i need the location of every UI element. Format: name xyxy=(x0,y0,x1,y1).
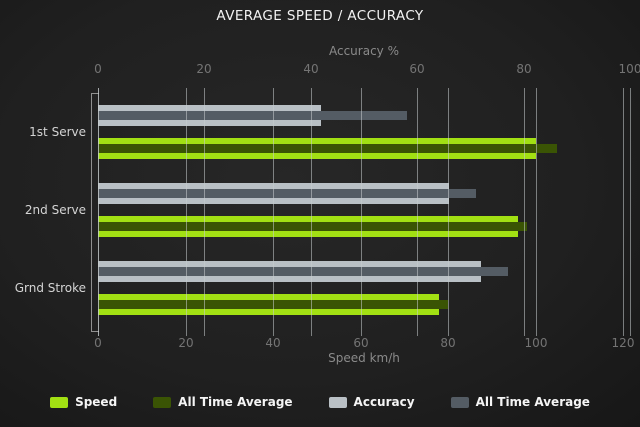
gridline xyxy=(536,88,537,336)
bottom-axis-title: Speed km/h xyxy=(328,351,400,365)
gridline xyxy=(524,88,525,336)
legend-item: Speed xyxy=(50,395,117,409)
legend-label: All Time Average xyxy=(178,395,293,409)
bottom-axis-tick-label: 20 xyxy=(178,336,194,350)
gridline xyxy=(361,88,362,336)
category-label-2nd-serve: 2nd Serve xyxy=(24,203,86,217)
y-axis-line xyxy=(91,93,92,332)
chart-legend: Speed All Time Average Accuracy All Time Av… xyxy=(0,395,640,409)
legend-label: All Time Average xyxy=(475,395,590,409)
legend-swatch-accuracy xyxy=(328,396,347,408)
category-label-grnd-stroke: Grnd Stroke xyxy=(14,281,86,295)
category-label-1st-serve: 1st Serve xyxy=(29,125,86,139)
gridline xyxy=(204,88,205,336)
top-axis-tick-label: 40 xyxy=(303,62,319,76)
axis-corner-bottom xyxy=(91,331,99,332)
legend-label: Accuracy xyxy=(353,395,415,409)
top-axis-tick-label: 20 xyxy=(196,62,212,76)
axis-corner-top xyxy=(91,93,99,94)
gridline xyxy=(417,88,418,336)
gridline xyxy=(186,88,187,336)
bottom-axis-tick-label: 0 xyxy=(94,336,102,350)
gridline xyxy=(311,88,312,336)
bar-all-time-average xyxy=(98,267,508,276)
top-axis-tick-label: 80 xyxy=(516,62,532,76)
legend-label: Speed xyxy=(75,395,118,409)
bar-all-time-average xyxy=(98,189,476,198)
gridline xyxy=(630,88,631,336)
plot-area xyxy=(91,88,631,336)
legend-item: All Time Average xyxy=(153,395,293,409)
bar-all-time-average xyxy=(98,111,407,120)
legend-swatch-speed xyxy=(50,396,69,408)
legend-swatch-all-time-average xyxy=(153,396,172,408)
top-axis-tick-label: 100 xyxy=(618,62,640,76)
bottom-axis-tick-label: 60 xyxy=(353,336,369,350)
gridline xyxy=(448,88,449,336)
gridline xyxy=(623,88,624,336)
legend-swatch-all-time-average xyxy=(450,396,469,408)
gridline xyxy=(98,88,99,336)
legend-item: Accuracy xyxy=(328,395,415,409)
bottom-axis-tick-label: 100 xyxy=(524,336,548,350)
top-axis-tick-label: 60 xyxy=(409,62,425,76)
bottom-axis-tick-label: 80 xyxy=(440,336,456,350)
bottom-axis-tick-label: 120 xyxy=(611,336,635,350)
chart-title: AVERAGE SPEED / ACCURACY xyxy=(216,8,424,24)
bar-all-time-average xyxy=(98,144,557,153)
bottom-axis-tick-label: 40 xyxy=(265,336,281,350)
top-axis-title: Accuracy % xyxy=(328,44,399,58)
gridline xyxy=(273,88,274,336)
top-axis-tick-label: 0 xyxy=(94,62,102,76)
legend-item: All Time Average xyxy=(450,395,590,409)
bar-all-time-average xyxy=(98,222,527,231)
